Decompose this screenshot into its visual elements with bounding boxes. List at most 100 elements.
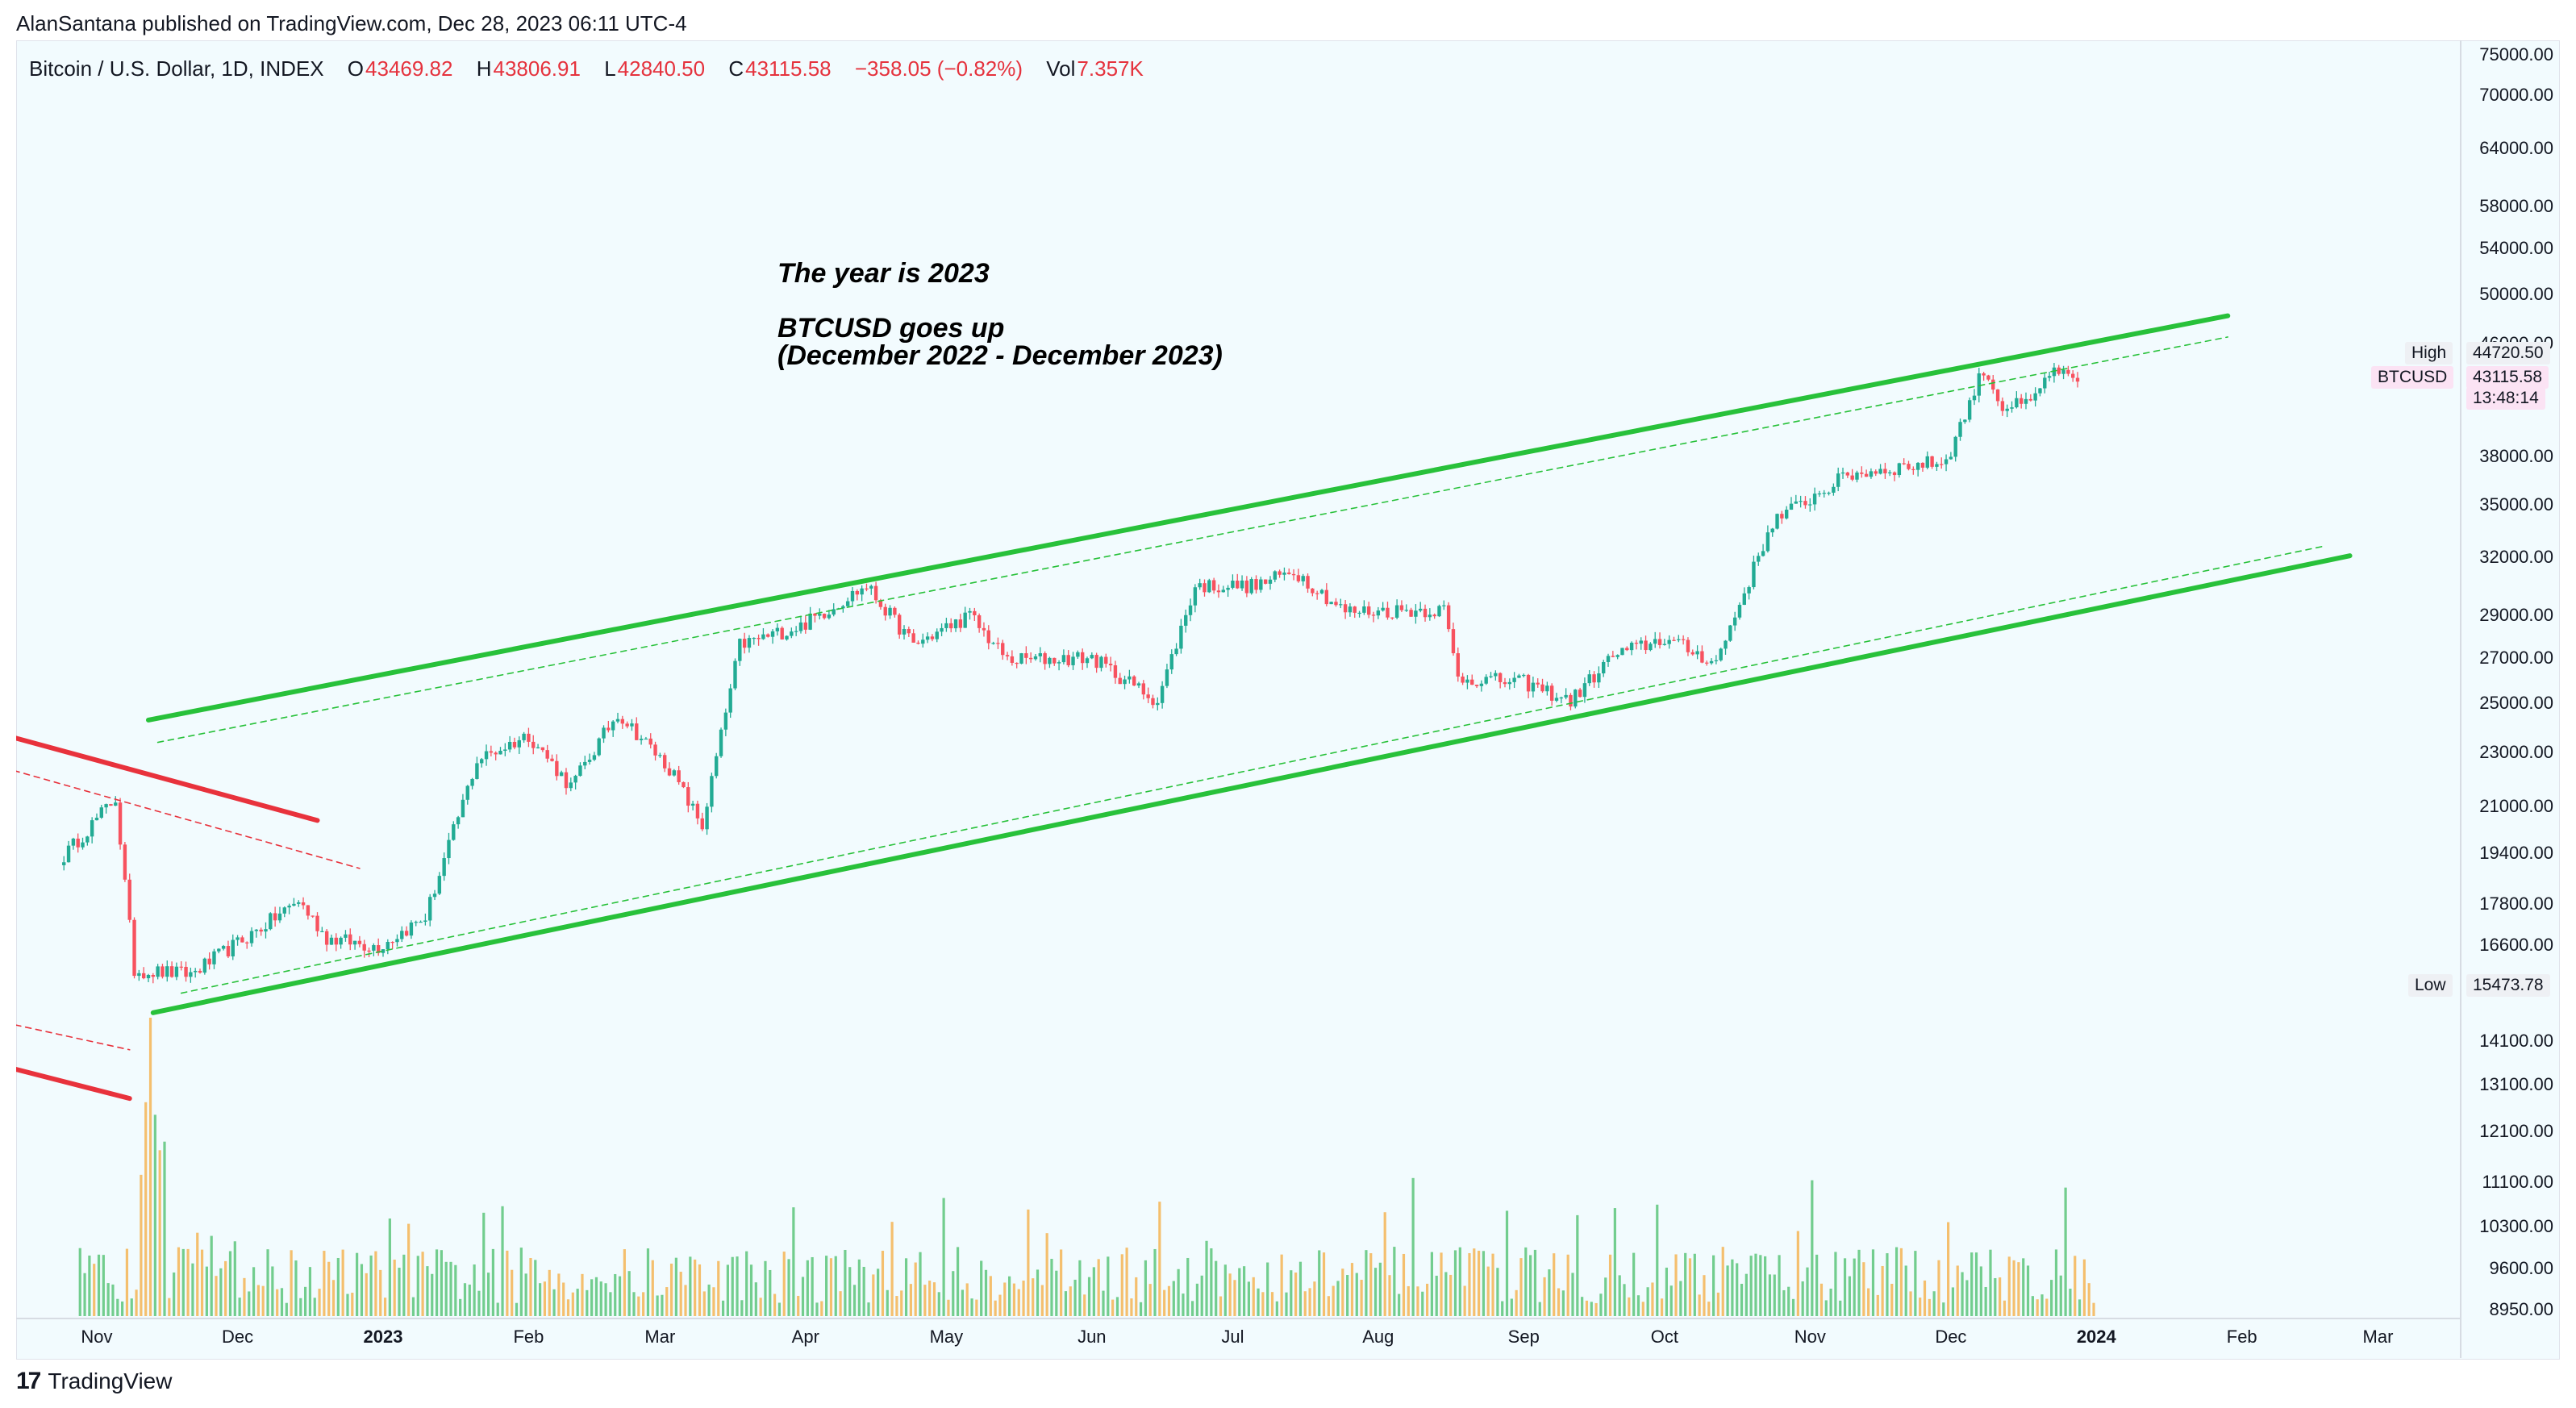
footer-brand[interactable]: 17 TradingView [16, 1368, 172, 1395]
volume-bar [1899, 1248, 1903, 1316]
volume-bar [407, 1223, 411, 1316]
volume-bar [111, 1284, 115, 1316]
candle-body [958, 619, 963, 628]
volume-bar [256, 1285, 260, 1316]
candle-body [1705, 662, 1709, 664]
volume-bar [1782, 1289, 1786, 1316]
candle-body [1972, 395, 1977, 401]
text-annotation[interactable]: The year is 2023 BTCUSD goes up (Decembe… [777, 260, 1223, 369]
symbol-legend[interactable]: Bitcoin / U.S. Dollar, 1D, INDEX O43469.… [29, 56, 1145, 81]
channel-solid-line [150, 553, 2353, 1015]
candle-body [1259, 579, 1263, 590]
volume-bar [1298, 1261, 1303, 1316]
volume-bar [557, 1273, 561, 1316]
candle-body [109, 804, 113, 806]
candle-body [1268, 579, 1273, 584]
volume-bar [1951, 1287, 1955, 1316]
candle-body [1714, 660, 1719, 662]
volume-bar [736, 1256, 739, 1316]
volume-bar [717, 1260, 720, 1316]
annotation-line-2: BTCUSD goes up [777, 313, 1005, 344]
volume-bar [524, 1273, 527, 1316]
volume-bar [839, 1291, 842, 1316]
candle-body [898, 614, 902, 635]
candle-body [114, 802, 118, 806]
candle-body [512, 741, 517, 748]
volume-bar [1012, 1283, 1016, 1316]
volume-bar [1557, 1288, 1561, 1316]
candle-body [1494, 673, 1498, 677]
volume-bar [1158, 1202, 1161, 1316]
candle-body [611, 721, 615, 731]
volume-bar [872, 1274, 875, 1316]
candle-body [1001, 643, 1005, 656]
price-tick-label: 70000.00 [2479, 85, 2553, 106]
volume-bar [163, 1141, 166, 1316]
candle-body [1507, 681, 1511, 685]
candle-body [682, 781, 686, 788]
price-tick-label: 10300.00 [2479, 1216, 2553, 1237]
candle-body [2019, 398, 2024, 404]
volume-bar [1064, 1291, 1068, 1316]
volume-bar [1210, 1248, 1213, 1316]
candle-body [770, 631, 775, 637]
volume-bar [106, 1283, 110, 1316]
candle-body [1048, 657, 1052, 664]
volume-bar [411, 1297, 415, 1316]
candle-body [648, 738, 652, 745]
candle-body [264, 929, 268, 932]
volume-bar [1369, 1253, 1373, 1316]
candle-body [690, 803, 695, 806]
candle-body [1184, 614, 1188, 626]
candle-body [90, 820, 94, 837]
candle-body [1451, 629, 1456, 654]
price-tick-label: 32000.00 [2479, 547, 2553, 568]
volume-bar [1561, 1290, 1565, 1316]
volume-bar [1186, 1257, 1190, 1316]
volume-bar [1984, 1286, 1987, 1316]
volume-bar [1994, 1277, 1997, 1316]
volume-bar [1172, 1281, 1175, 1316]
candle-body [1339, 604, 1343, 606]
volume-bar [519, 1248, 523, 1316]
price-chart[interactable] [16, 40, 2460, 1318]
candle-body [1484, 677, 1488, 684]
volume-bar [754, 1282, 757, 1316]
volume-bar [2031, 1296, 2034, 1316]
volume-bar [581, 1273, 584, 1316]
volume-bar [1398, 1293, 1401, 1316]
volume-bar [1937, 1260, 1940, 1316]
candle-body [1644, 640, 1648, 651]
candle-body [1061, 655, 1066, 663]
high-label: H [476, 56, 492, 81]
volume-bar [1322, 1252, 1326, 1316]
candle-body [602, 727, 606, 739]
volume-bar [1553, 1253, 1556, 1316]
candle-body [372, 945, 376, 951]
plot-area[interactable] [16, 40, 2460, 1318]
candle-body [2010, 407, 2014, 409]
volume-bar [1468, 1252, 1471, 1316]
candle-body [1151, 698, 1155, 706]
candle-body [818, 614, 822, 616]
volume-bar [1458, 1247, 1461, 1316]
candle-body [414, 922, 418, 923]
volume-bar [1107, 1256, 1110, 1316]
volume-bar [998, 1294, 1002, 1316]
candle-body [352, 940, 357, 945]
candle-body [1770, 528, 1774, 533]
price-tick-label: 14100.00 [2479, 1031, 2553, 1052]
candle-body [179, 966, 183, 968]
candle-body [404, 931, 409, 936]
candle-body [902, 628, 907, 635]
volume-bar [1243, 1266, 1246, 1316]
volume-bar [1819, 1283, 1824, 1316]
volume-bar [365, 1273, 368, 1316]
candle-body [1855, 472, 1859, 480]
last-price-badge: 43115.58 [2466, 366, 2549, 389]
candle-body [437, 876, 442, 894]
candle-body [1832, 486, 1836, 493]
candle-body [953, 619, 958, 629]
volume-bar [1336, 1281, 1340, 1316]
candle-body [1376, 610, 1381, 616]
